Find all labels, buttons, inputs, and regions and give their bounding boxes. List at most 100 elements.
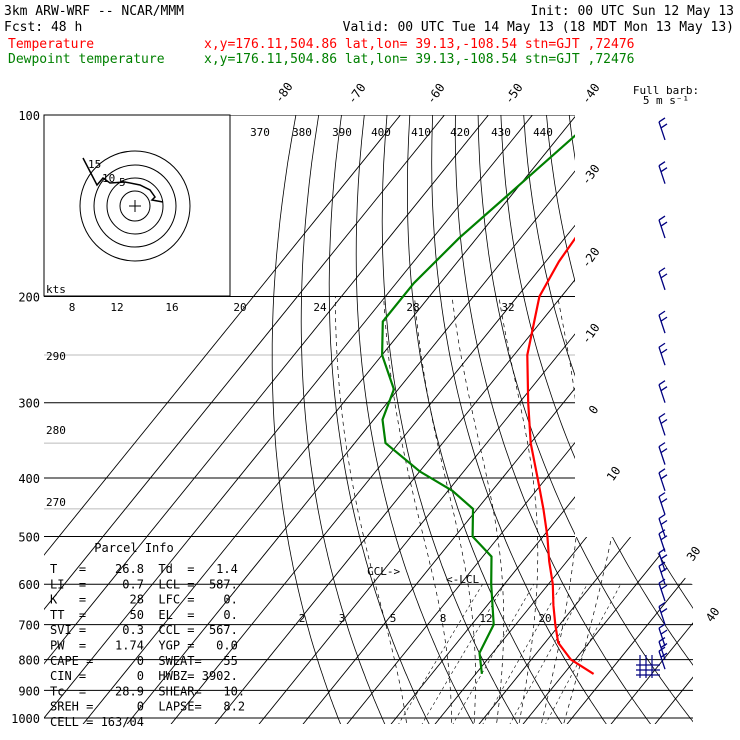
wind-barb-staff bbox=[658, 417, 666, 436]
theta-label: 420 bbox=[450, 126, 470, 139]
init-time: Init: 00 UTC Sun 12 May 13 bbox=[531, 4, 735, 19]
wind-barb bbox=[658, 513, 668, 537]
wind-barb-flag bbox=[660, 474, 668, 480]
moist-adiabat bbox=[383, 296, 453, 724]
wind-barb-flag bbox=[660, 418, 668, 425]
wind-barb-flag bbox=[660, 535, 668, 541]
dry-adiabat bbox=[500, 115, 693, 724]
mixing-ratio-line bbox=[417, 584, 505, 724]
pressure-tick-label: 100 bbox=[18, 109, 40, 123]
hodograph-speed-label: 28 bbox=[406, 301, 419, 314]
isotherm-label: 40 bbox=[703, 605, 723, 625]
temperature-legend-label: Temperature bbox=[8, 37, 94, 52]
wind-barb-staff bbox=[658, 650, 666, 670]
parcel-info-row: Tc = 28.9 SHEAR= 10. bbox=[50, 684, 245, 698]
isotherm-line bbox=[165, 115, 665, 724]
temperature-profile bbox=[526, 115, 648, 675]
theta-label: 430 bbox=[491, 126, 511, 139]
hodograph-ring bbox=[79, 150, 191, 262]
mixing-ratio-label: 5 bbox=[390, 612, 397, 625]
parcel-info-row: K = 28 LFC = 0. bbox=[50, 593, 238, 607]
wind-barb-flag bbox=[658, 578, 666, 584]
mixing-ratio-label: 8 bbox=[440, 612, 447, 625]
isotherm-line bbox=[429, 115, 693, 724]
isotherm-label: -10 bbox=[579, 321, 603, 347]
valid-time: Valid: 00 UTC Tue 14 May 13 (18 MDT Mon … bbox=[343, 20, 734, 35]
theta-label: 410 bbox=[411, 126, 431, 139]
dewpoint-profile bbox=[380, 115, 600, 675]
theta-label: 440 bbox=[533, 126, 553, 139]
wind-barb bbox=[658, 468, 668, 492]
theta-side-label: 280 bbox=[46, 424, 66, 437]
pressure-tick-label: 200 bbox=[18, 291, 40, 305]
pressure-tick-label: 400 bbox=[18, 472, 40, 486]
parcel-info-title: Parcel Info bbox=[94, 541, 173, 555]
parcel-info-row: SVI = 0.3 CCL = 567. bbox=[50, 623, 238, 637]
wind-barb-flag bbox=[658, 561, 666, 567]
theta-label: 370 bbox=[250, 126, 270, 139]
hodograph-speed-label: 20 bbox=[233, 301, 246, 314]
wind-barb-staff bbox=[658, 552, 666, 571]
isotherm-line bbox=[77, 115, 577, 724]
wind-barb-flag bbox=[660, 498, 668, 504]
hodograph-speed-label: 16 bbox=[165, 301, 178, 314]
wind-barb bbox=[658, 412, 668, 436]
isotherm-label: -30 bbox=[579, 162, 603, 188]
ccl-annotation: CCL-> bbox=[367, 565, 400, 578]
dewpoint-station-info: x,y=176.11,504.86 lat,lon= 39.13,-108.54… bbox=[204, 52, 634, 67]
wind-barb-staff bbox=[658, 271, 666, 291]
wind-barb-flag bbox=[660, 316, 668, 322]
pressure-tick-label: 900 bbox=[18, 684, 40, 698]
theta-side-label: 290 bbox=[46, 350, 66, 363]
wind-barb-flag bbox=[660, 554, 668, 560]
wind-barb-staff bbox=[658, 384, 666, 403]
wind-barb-flag bbox=[658, 468, 666, 474]
wind-barb bbox=[658, 380, 668, 403]
moist-adiabat bbox=[334, 296, 409, 724]
sounding-profiles bbox=[380, 115, 648, 675]
dry-adiabat bbox=[706, 115, 740, 731]
wind-barb-flag bbox=[658, 442, 666, 448]
wind-barb-staff bbox=[658, 165, 666, 184]
wind-barb-flag bbox=[658, 267, 666, 273]
theta-label: 380 bbox=[292, 126, 312, 139]
isotherm-line bbox=[517, 115, 693, 724]
pressure-tick-label: 600 bbox=[18, 578, 40, 592]
isotherm-label: -80 bbox=[272, 80, 296, 106]
dry-adiabat bbox=[300, 115, 389, 724]
wind-barb-flag bbox=[660, 567, 668, 573]
mixing-ratio-line bbox=[448, 584, 534, 724]
wind-barb-staff bbox=[658, 582, 666, 602]
isotherm-line bbox=[561, 115, 693, 724]
wind-barb-flag bbox=[658, 513, 666, 520]
mixing-ratio-label: 2 bbox=[299, 612, 306, 625]
wind-barb-flag bbox=[660, 584, 668, 590]
isotherm-line bbox=[44, 115, 445, 724]
mixing-ratio-line bbox=[478, 584, 563, 724]
wind-barb-staff bbox=[658, 496, 666, 515]
wind-barb-flag bbox=[660, 273, 668, 279]
isotherm-line bbox=[605, 115, 693, 724]
parcel-info-row: T = 26.8 Td = 1.4 bbox=[50, 562, 238, 576]
wind-barb-flag bbox=[660, 629, 668, 635]
dry-adiabat bbox=[729, 115, 740, 731]
wind-barb bbox=[658, 117, 668, 141]
wind-barb-flag bbox=[660, 348, 668, 354]
wind-barb-staff bbox=[658, 606, 666, 625]
theta-side-label: 270 bbox=[46, 496, 66, 509]
wind-barb bbox=[658, 623, 668, 647]
wind-barb-staff bbox=[658, 518, 666, 537]
dry-adiabat bbox=[431, 115, 612, 724]
wind-barb bbox=[658, 561, 668, 585]
wind-barb bbox=[658, 161, 668, 184]
dry-adiabat bbox=[454, 115, 656, 724]
isotherm-label: 0 bbox=[586, 403, 602, 417]
chart-header: 3km ARW-WRF -- NCAR/MMM Init: 00 UTC Sun… bbox=[4, 4, 734, 67]
forecast-hour: Fcst: 48 h bbox=[4, 20, 82, 35]
wind-barb bbox=[658, 637, 668, 660]
wind-barb-flag bbox=[658, 637, 666, 643]
wind-barb-flag bbox=[658, 602, 666, 608]
hodograph-ring bbox=[93, 164, 177, 248]
